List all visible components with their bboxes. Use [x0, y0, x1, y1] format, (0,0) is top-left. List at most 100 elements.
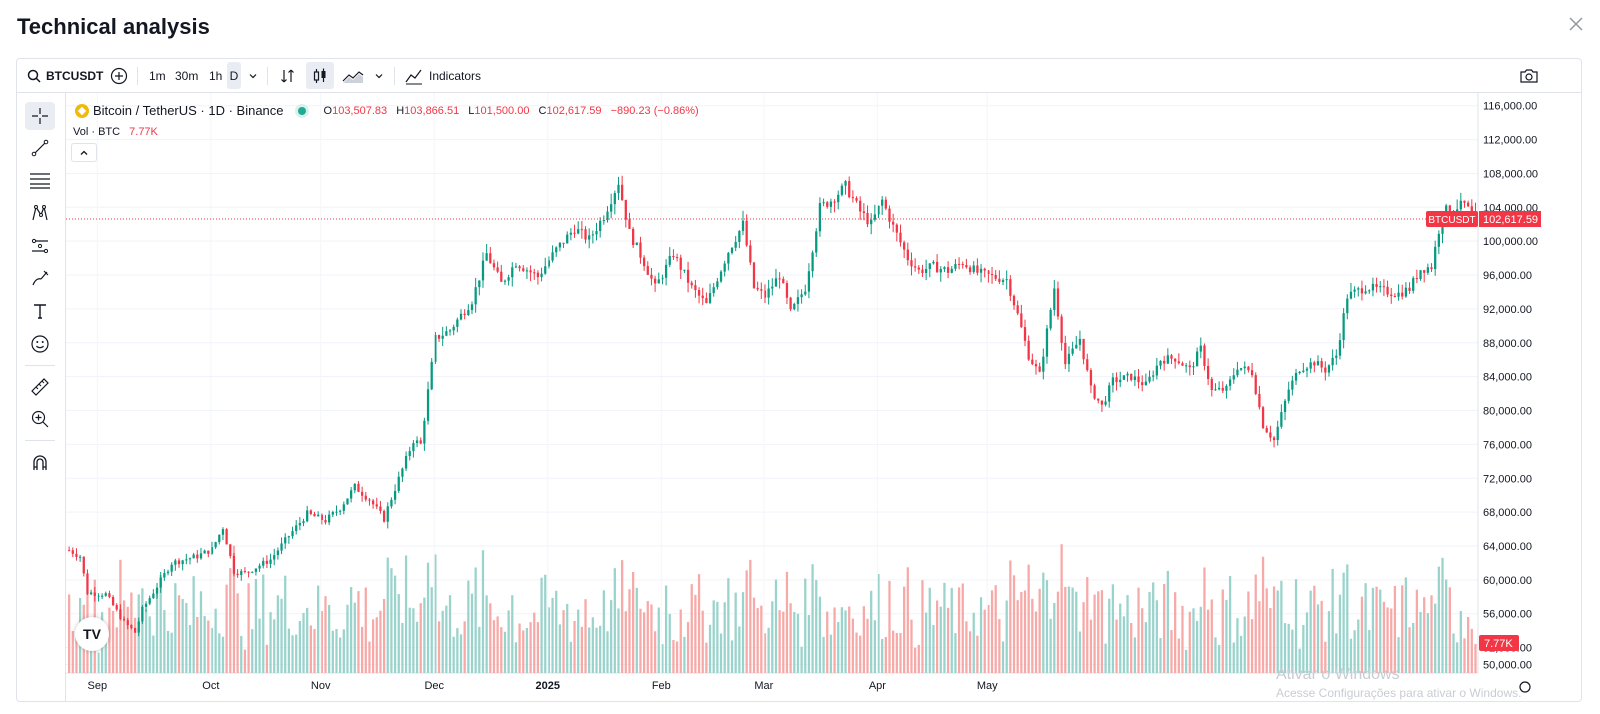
volume-bar: [108, 607, 111, 673]
interval-1h[interactable]: 1h: [209, 68, 223, 83]
candle-body: [1188, 365, 1191, 368]
candle-body: [144, 603, 148, 607]
candle-body: [694, 285, 697, 291]
candle-body: [1254, 375, 1257, 394]
tool-separator: [25, 440, 55, 441]
volume-bar: [727, 578, 730, 673]
volume-bar: [1382, 601, 1386, 673]
magnet-tool[interactable]: [25, 449, 55, 477]
windows-activation-watermark: Ativar o Windows: [1276, 666, 1400, 683]
volume-bar: [1291, 629, 1294, 673]
volume-bar: [1250, 619, 1254, 673]
candle-body: [782, 278, 785, 284]
indicators-button[interactable]: Indicators: [405, 59, 481, 92]
volume-bar: [1075, 591, 1078, 673]
brush-tool[interactable]: [25, 264, 55, 292]
candle-body: [719, 271, 723, 282]
tradingview-logo[interactable]: TV: [75, 617, 109, 651]
candle-body: [826, 202, 829, 207]
volume-bar: [818, 596, 822, 673]
candle-body: [265, 560, 269, 564]
zoom-tool[interactable]: [25, 405, 55, 433]
compare-symbol-button[interactable]: [110, 59, 128, 92]
volume-bar: [646, 601, 649, 673]
intervals-dropdown[interactable]: [248, 59, 258, 92]
volume-bar: [221, 636, 225, 673]
y-tick-label: 56,000.00: [1483, 609, 1532, 621]
interval-1m[interactable]: 1m: [149, 68, 166, 83]
symbol-title[interactable]: Bitcoin / TetherUS · 1D · Binance: [93, 103, 284, 118]
volume-bar: [785, 571, 789, 673]
candle-body: [522, 268, 525, 271]
volume-bar: [811, 564, 814, 673]
candle-body: [599, 220, 602, 232]
crosshair-tool[interactable]: [25, 102, 55, 130]
candle-body: [1023, 327, 1027, 341]
volume-bar: [866, 618, 869, 673]
volume-bar: [1401, 585, 1404, 673]
prediction-tool[interactable]: [25, 232, 55, 260]
symbol-search-button[interactable]: BTCUSDT: [27, 59, 103, 92]
volume-bar: [1170, 630, 1173, 673]
window-title: Technical analysis: [17, 14, 210, 39]
volume-bar: [924, 612, 928, 673]
volume-bar: [1437, 566, 1440, 673]
bar-replay-button[interactable]: [279, 59, 297, 92]
candle-body: [884, 199, 887, 209]
emoji-tool[interactable]: [25, 330, 55, 358]
candle-body: [1221, 387, 1224, 391]
interval-30m[interactable]: 30m: [175, 68, 199, 83]
volume-bar: [1423, 597, 1426, 673]
candle-body: [434, 335, 437, 362]
volume-bar: [1338, 594, 1342, 673]
last-price-badge: [1479, 211, 1541, 228]
candle-body: [1056, 288, 1060, 317]
candle-body: [844, 181, 847, 186]
candle-body: [664, 264, 668, 278]
fib-retracement-tool[interactable]: [25, 166, 55, 194]
candle-body: [485, 253, 488, 261]
volume-bar: [540, 577, 543, 673]
trend-line-tool[interactable]: [25, 134, 55, 162]
pattern-tool[interactable]: [25, 199, 55, 227]
measure-tool[interactable]: [25, 373, 55, 401]
candle-body: [943, 267, 946, 269]
candle-body: [415, 440, 419, 444]
volume-bar: [767, 627, 770, 673]
chart-type-dropdown[interactable]: [374, 59, 384, 92]
chart-type-area-button[interactable]: [342, 59, 364, 92]
candles-chart-type-button[interactable]: [306, 62, 334, 89]
candle-body: [924, 268, 928, 273]
close-icon[interactable]: [1566, 14, 1586, 34]
candle-body: [188, 558, 192, 560]
volume-bar: [262, 574, 265, 673]
candle-body: [833, 201, 836, 203]
candle-body: [1192, 366, 1195, 368]
candle-body: [877, 205, 880, 215]
toolbar-separator: [267, 67, 268, 85]
candle-body: [1269, 432, 1272, 438]
collapse-legend-button[interactable]: [71, 143, 97, 162]
screenshot-button[interactable]: [1519, 59, 1539, 92]
candle-body: [412, 443, 415, 452]
candle-body: [1016, 305, 1019, 314]
volume-bar: [657, 607, 660, 673]
volume-bar: [1258, 601, 1261, 673]
price-chart[interactable]: 116,000.00112,000.00108,000.00104,000.00…: [66, 93, 1580, 701]
candle-body: [818, 203, 822, 232]
candle-body: [935, 261, 939, 273]
interval-d[interactable]: D: [227, 62, 241, 89]
volume-bar: [708, 624, 712, 673]
candle-body: [1133, 376, 1137, 381]
volume-bar: [1217, 645, 1221, 673]
volume-bar: [679, 609, 682, 673]
volume-bar: [489, 603, 492, 673]
candle-body: [166, 571, 170, 574]
text-tool[interactable]: [25, 297, 55, 325]
volume-bar: [628, 589, 631, 673]
volume-bar: [983, 609, 986, 673]
candle-body: [1247, 366, 1250, 371]
candle-body: [75, 553, 78, 557]
market-status-icon: [297, 106, 306, 115]
volume-bar: [1302, 625, 1305, 673]
